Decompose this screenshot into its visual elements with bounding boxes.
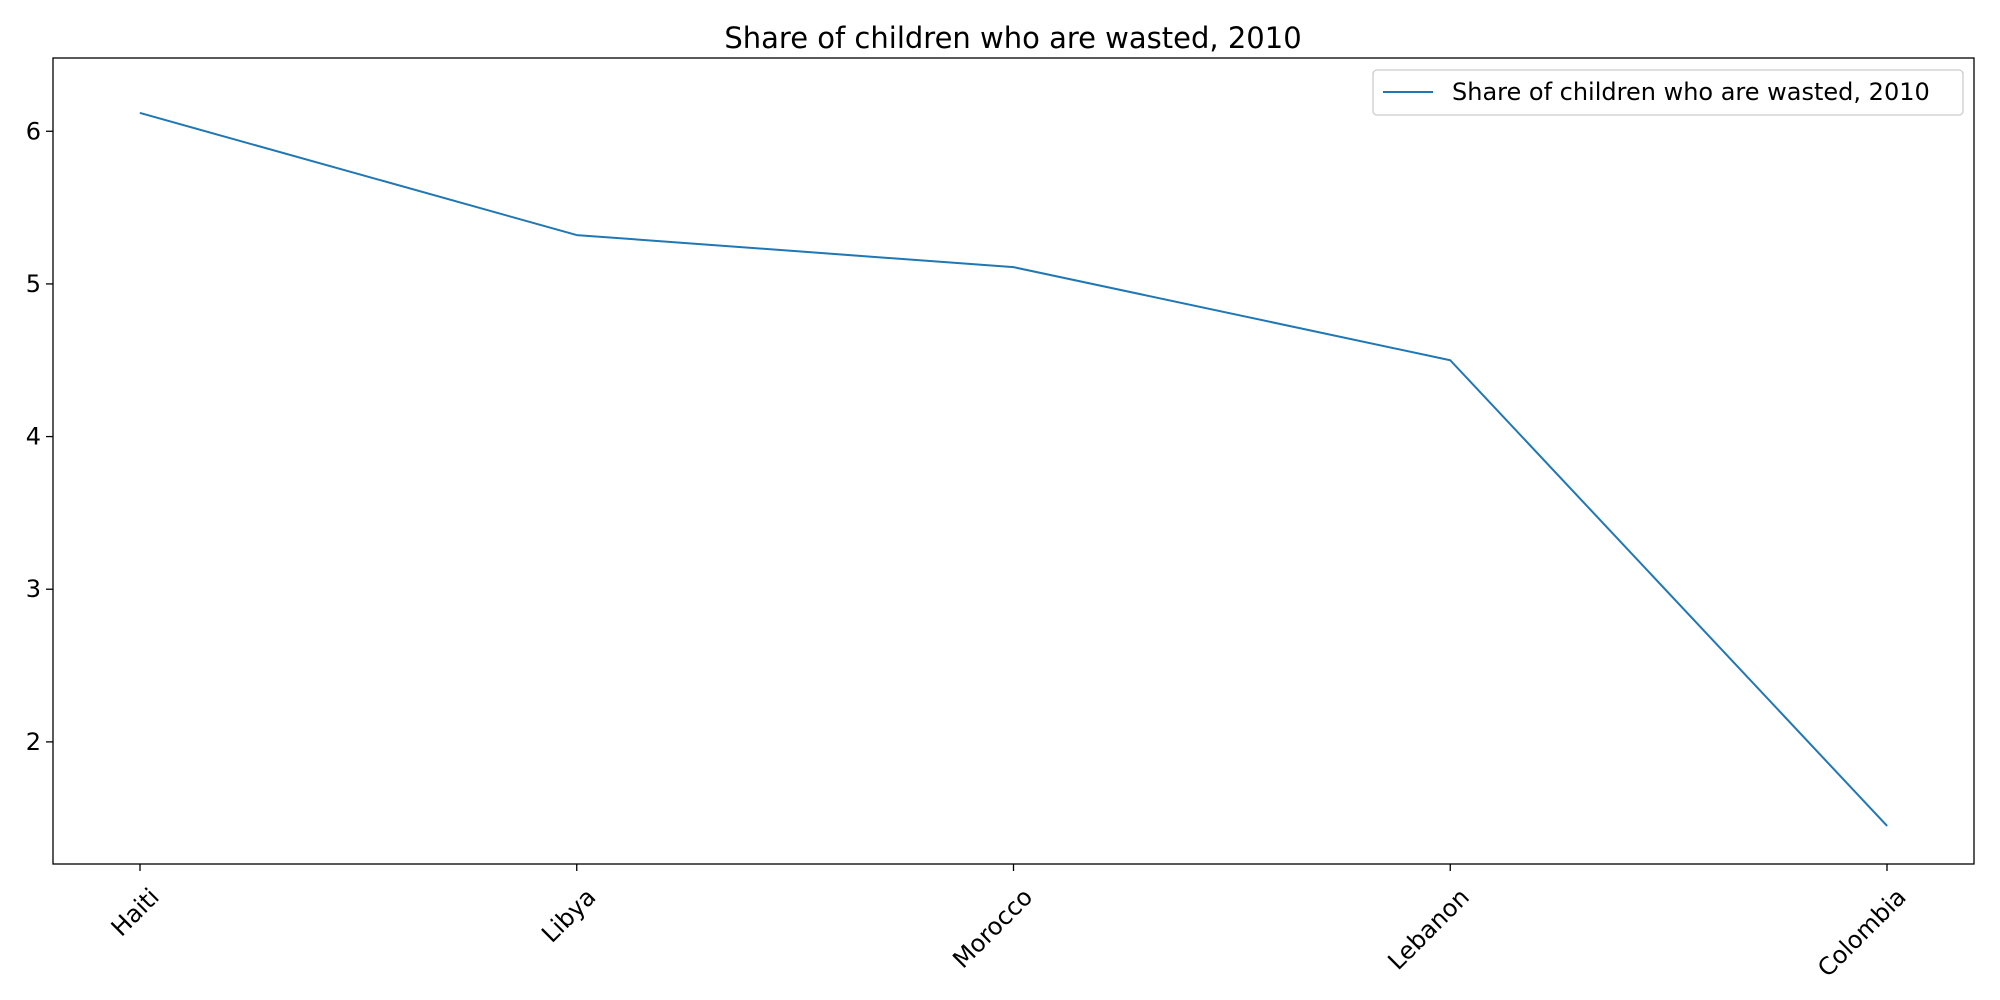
- x-tick-label: Haiti: [106, 883, 165, 942]
- data-point: [1449, 359, 1451, 361]
- series-line: [139, 111, 1888, 827]
- data-point: [1886, 825, 1888, 827]
- x-tick-label: Lebanon: [1382, 883, 1474, 975]
- chart-title: Share of children who are wasted, 2010: [724, 21, 1301, 55]
- x-tick-label: Colombia: [1812, 883, 1912, 983]
- x-tick-label: Morocco: [947, 883, 1038, 974]
- plot-area-frame: [52, 57, 1975, 865]
- y-tick-label: 4: [26, 423, 41, 451]
- legend: Share of children who are wasted, 2010: [1372, 69, 1964, 116]
- x-tick-label: Libya: [536, 883, 601, 948]
- data-point: [1013, 266, 1014, 268]
- x-axis: Haiti Libya Morocco Lebanon Colombia: [106, 864, 1912, 982]
- data-point: [576, 234, 578, 236]
- series-layer: [139, 111, 1888, 827]
- data-point: [139, 112, 141, 114]
- y-tick-label: 5: [26, 270, 41, 298]
- legend-label: Share of children who are wasted, 2010: [1452, 78, 1930, 106]
- y-tick-label: 2: [26, 728, 41, 756]
- legend-box: [1372, 69, 1964, 116]
- y-tick-label: 3: [26, 575, 41, 603]
- y-axis: 2 3 4 5 6: [26, 117, 53, 756]
- y-tick-label: 6: [26, 117, 41, 145]
